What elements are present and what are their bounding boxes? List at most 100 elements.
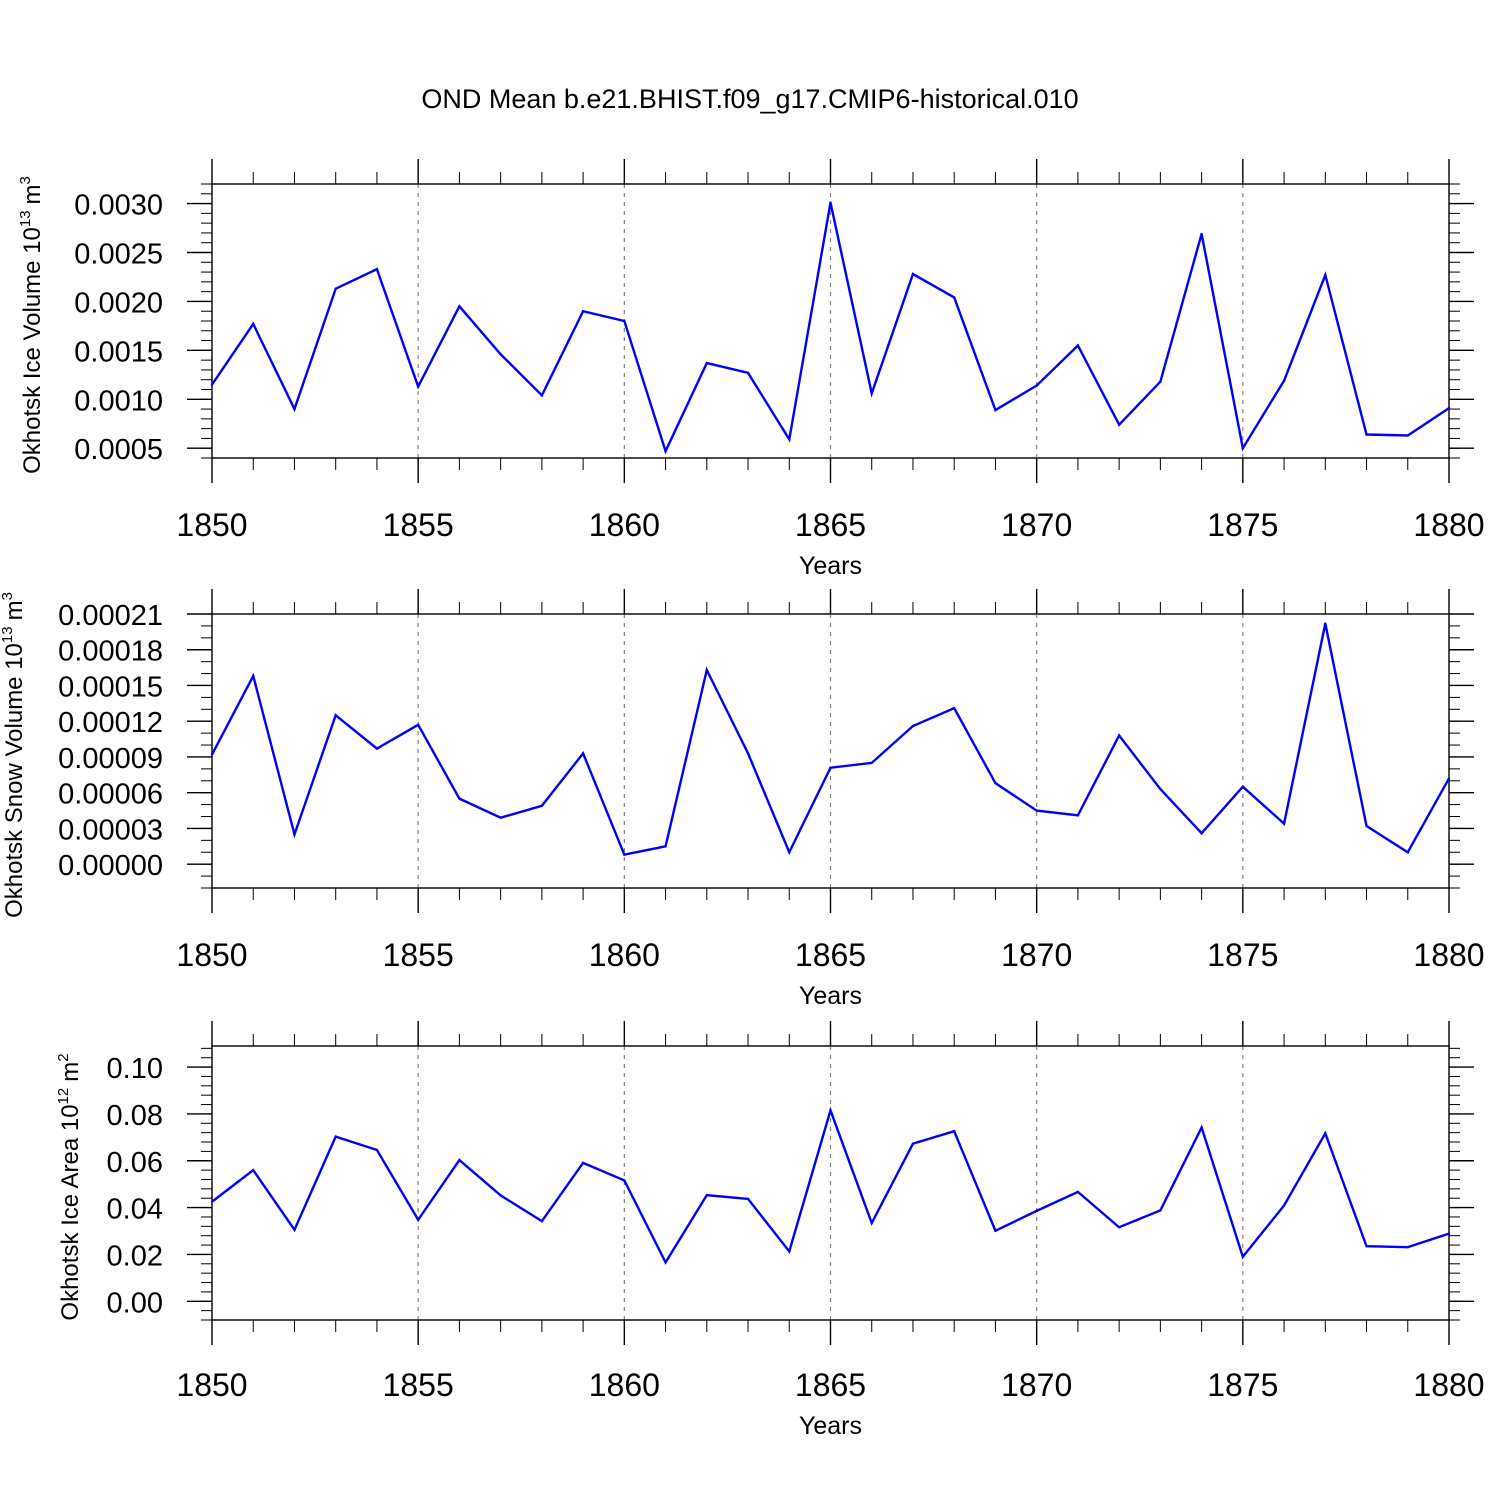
x-tick-label: 1860 [589,507,660,543]
data-point [623,853,626,856]
data-point [829,766,832,769]
data-point [870,392,873,395]
chart-title: OND Mean b.e21.BHIST.f09_g17.CMIP6-histo… [421,84,1078,114]
data-point [705,1193,708,1197]
y-tick-label: 0.00015 [58,671,163,703]
data-point [788,438,791,441]
y-tick-label: 0.00 [107,1287,163,1319]
data-point [623,319,626,323]
x-tick-label: 1865 [795,1367,866,1403]
y-tick-label: 0.00018 [58,636,163,668]
y-axis-label-exponent: 13 [0,626,16,643]
x-tick-label: 1880 [1413,1367,1484,1403]
data-point [458,797,461,800]
data-point [1324,273,1327,277]
y-axis-label-unit-exponent: 3 [0,592,16,600]
data-point [416,1218,420,1221]
data-point [252,1168,255,1172]
x-tick-label: 1860 [589,937,660,973]
y-tick-label: 0.02 [107,1240,163,1272]
y-axis-label-text: Okhotsk Ice Area 10 [57,1104,84,1320]
x-tick-label: 1850 [176,937,247,973]
data-point [1241,785,1245,788]
data-point [1117,423,1121,426]
y-tick-label: 0.0025 [74,239,163,271]
data-point [1406,851,1409,854]
x-tick-label: 1880 [1413,507,1484,543]
x-tick-label: 1865 [795,937,866,973]
data-point [334,1135,337,1138]
data-point [1324,1132,1327,1135]
data-point [1035,809,1038,812]
y-tick-label: 0.0020 [74,287,163,319]
data-point [1200,232,1203,236]
data-point [788,1250,791,1253]
data-point [1324,622,1327,625]
y-axis-label-exponent: 12 [55,1088,72,1105]
data-point [1076,814,1080,817]
x-axis-label: Years [799,1412,862,1440]
series-line [210,623,1451,857]
x-tick-label: 1870 [1001,937,1072,973]
data-point [623,1179,626,1182]
data-point [252,674,255,678]
data-point [1200,1126,1203,1129]
y-axis-label-text: Okhotsk Ice Volume 10 [19,227,46,474]
data-point [953,296,956,299]
x-axis-label: Years [799,552,862,580]
y-tick-label: 0.00012 [58,707,163,739]
y-axis-label: Okhotsk Ice Volume 1013 m3 [17,176,46,474]
ice-area-panel: 0.00 0.02 0.04 0.06 0.08 0.10 1850 1855 1860 1865… [55,1021,1485,1440]
y-tick-label: 0.08 [107,1100,163,1132]
data-point [1035,384,1038,387]
x-tick-label: 1875 [1207,507,1278,543]
data-point [1406,1245,1409,1249]
data-point [1076,1190,1080,1194]
data-point [953,1130,956,1133]
y-axis-label-unit: m [57,1062,84,1082]
data-point [1117,734,1121,737]
data-point [540,1219,544,1223]
x-tick-label: 1875 [1207,937,1278,973]
data-point [1241,1255,1245,1258]
data-point [375,267,379,271]
data-point [1076,344,1080,347]
y-tick-label: 0.06 [107,1147,163,1179]
y-axis-label-unit: m [19,184,46,204]
data-point [1365,824,1368,828]
data-point [829,201,832,204]
data-point [788,851,791,854]
y-tick-label: 0.0015 [74,336,163,368]
data-point [540,804,544,807]
data-point [293,833,296,836]
data-point [1365,1245,1368,1248]
y-tick-label: 0.0010 [74,385,163,417]
x-tick-label: 1860 [589,1367,660,1403]
x-tick-label: 1865 [795,507,866,543]
y-tick-label: 0.00009 [58,743,163,775]
data-point [252,322,255,326]
data-point [210,1200,214,1203]
y-axis-label-text: Okhotsk Snow Volume 10 [1,643,28,918]
x-axis-label: Years [799,982,862,1010]
x-tick-label: 1855 [383,1367,454,1403]
data-point [746,752,750,755]
data-point [664,449,667,453]
series-line [211,1106,1450,1265]
data-point [664,1261,667,1264]
data-point [293,407,296,411]
data-point [1159,380,1162,383]
data-point [829,1109,832,1112]
x-tick-label: 1850 [176,1367,247,1403]
data-point [375,747,379,750]
data-point [746,371,750,375]
data-point [458,305,461,308]
data-point [499,353,502,356]
y-axis-label: Okhotsk Snow Volume 1013 m3 [0,592,28,918]
y-axis-label-unit: m [1,600,28,620]
data-point [416,385,420,388]
data-point [1282,379,1286,382]
data-point [1159,787,1162,791]
